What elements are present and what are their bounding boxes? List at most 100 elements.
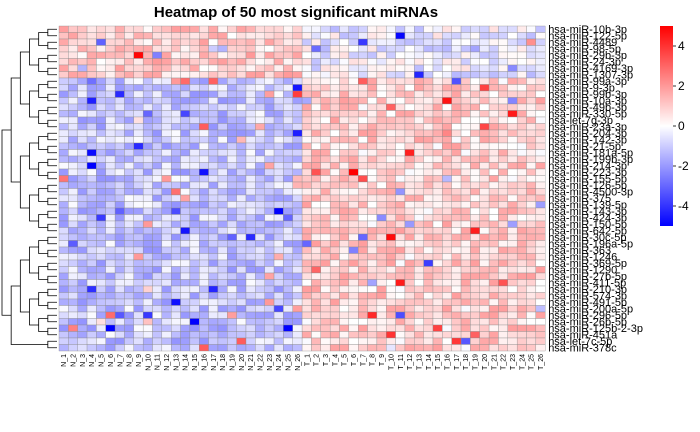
heatmap-cell xyxy=(516,292,527,300)
heatmap-cell xyxy=(442,175,452,183)
heatmap-cell xyxy=(395,168,406,176)
heatmap-cell xyxy=(114,162,125,170)
heatmap-cell xyxy=(217,45,228,53)
heatmap-cell xyxy=(535,97,546,105)
heatmap-cell xyxy=(133,175,144,183)
row-label: hsa-miR-4500-3p xyxy=(548,187,633,199)
heatmap-cell xyxy=(507,97,518,105)
heatmap-cell xyxy=(339,149,350,157)
heatmap-cell xyxy=(395,344,406,352)
heatmap-cell xyxy=(470,58,480,66)
heatmap-cell xyxy=(189,129,200,137)
heatmap-cell xyxy=(301,188,312,196)
heatmap-cell xyxy=(414,71,424,79)
heatmap-cell xyxy=(227,259,237,267)
heatmap-cell xyxy=(367,175,378,183)
heatmap-cell xyxy=(86,214,97,222)
heatmap-cell xyxy=(367,344,378,352)
heatmap-cell xyxy=(414,272,424,280)
heatmap-cell xyxy=(217,149,228,157)
heatmap-cell xyxy=(77,84,88,92)
heatmap-cell xyxy=(329,344,340,352)
heatmap-cell xyxy=(227,136,237,144)
heatmap-cell xyxy=(395,90,406,98)
heatmap-cell xyxy=(189,77,200,85)
heatmap-cell xyxy=(301,227,312,235)
heatmap-cell xyxy=(367,318,378,326)
heatmap-cell xyxy=(68,25,78,33)
heatmap-cell xyxy=(227,116,237,124)
heatmap-cell xyxy=(507,64,518,72)
column-label: T_16 xyxy=(445,354,452,370)
heatmap-cell xyxy=(516,181,527,189)
heatmap-cell xyxy=(516,103,527,111)
heatmap-cell xyxy=(442,129,452,137)
heatmap-cell xyxy=(273,337,284,345)
heatmap-cell xyxy=(470,32,480,40)
heatmap-cell xyxy=(516,32,527,40)
heatmap-cell xyxy=(442,259,452,267)
heatmap-cell xyxy=(199,331,209,339)
heatmap-cell xyxy=(498,51,508,59)
heatmap-cell xyxy=(329,331,340,339)
heatmap-cell xyxy=(255,331,265,339)
heatmap-cell xyxy=(105,71,116,79)
column-label: T_19 xyxy=(473,354,480,370)
heatmap-cell xyxy=(283,25,293,33)
heatmap-cell xyxy=(264,253,275,261)
heatmap-cell xyxy=(386,136,396,144)
heatmap-cell xyxy=(255,103,265,111)
heatmap-cell xyxy=(442,97,452,105)
heatmap-cell xyxy=(124,129,134,137)
heatmap-cell xyxy=(460,116,471,124)
heatmap-cell xyxy=(199,337,209,345)
heatmap-cell xyxy=(470,155,480,163)
heatmap-cell xyxy=(358,337,368,345)
heatmap-cell xyxy=(124,84,134,92)
heatmap-cell xyxy=(507,337,518,345)
heatmap-cell xyxy=(105,305,116,313)
heatmap-cell xyxy=(451,292,462,300)
heatmap-cell xyxy=(470,77,480,85)
heatmap-cell xyxy=(273,279,284,287)
heatmap-cell xyxy=(133,246,144,254)
heatmap-cell xyxy=(114,272,125,280)
heatmap-cell xyxy=(432,331,443,339)
heatmap-cell xyxy=(470,116,480,124)
heatmap-cell xyxy=(451,194,462,202)
heatmap-cell xyxy=(142,103,153,111)
heatmap-cell xyxy=(86,207,97,215)
heatmap-cell xyxy=(423,207,434,215)
heatmap-cell xyxy=(386,194,396,202)
heatmap-cell xyxy=(432,285,443,293)
heatmap-cell xyxy=(255,71,265,79)
column-label: T_22 xyxy=(501,354,508,370)
heatmap-cell xyxy=(367,285,378,293)
heatmap-cell xyxy=(180,97,191,105)
heatmap-cell xyxy=(227,77,237,85)
heatmap-cell xyxy=(526,123,537,131)
heatmap-cell xyxy=(423,266,434,274)
heatmap-cell xyxy=(152,77,163,85)
heatmap-cell xyxy=(358,318,368,326)
heatmap-cell xyxy=(432,272,443,280)
row-label: hsa-miR-210-3p xyxy=(548,284,627,296)
heatmap-cell xyxy=(432,305,443,313)
heatmap-cell xyxy=(161,149,172,157)
heatmap-cell xyxy=(152,136,163,144)
heatmap-cell xyxy=(180,175,191,183)
heatmap-cell xyxy=(152,214,163,222)
heatmap-cell xyxy=(432,129,443,137)
heatmap-cell xyxy=(442,58,452,66)
heatmap-cell xyxy=(432,311,443,319)
heatmap-cell xyxy=(114,298,125,306)
heatmap-cell xyxy=(498,103,508,111)
heatmap-cell xyxy=(245,25,256,33)
heatmap-cell xyxy=(488,136,499,144)
heatmap-cell xyxy=(358,292,368,300)
heatmap-cell xyxy=(329,116,340,124)
heatmap-cell xyxy=(498,90,508,98)
heatmap-cell xyxy=(414,181,424,189)
heatmap-cell xyxy=(180,64,191,72)
heatmap-cell xyxy=(526,97,537,105)
